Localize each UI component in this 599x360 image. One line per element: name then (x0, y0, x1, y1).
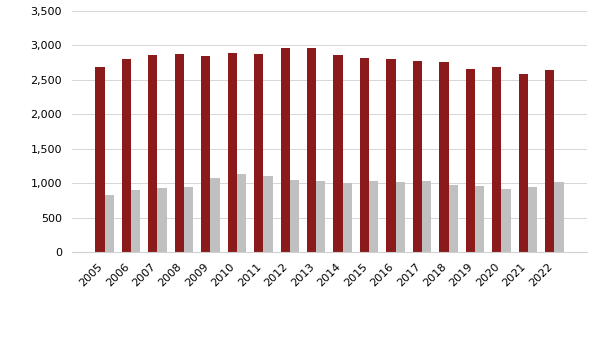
Bar (465, 69, 475, 252)
Bar (184, 186, 193, 252)
Bar (290, 180, 299, 252)
Bar (475, 186, 484, 252)
Legend: Undergraduates, Graduate students: Undergraduates, Graduate students (200, 359, 459, 360)
Bar (449, 185, 458, 252)
Bar (228, 53, 237, 252)
Bar (280, 48, 290, 252)
Bar (554, 182, 564, 252)
Bar (237, 174, 246, 252)
Bar (360, 58, 369, 252)
Bar (316, 181, 325, 252)
Bar (528, 186, 537, 252)
Bar (122, 59, 131, 252)
Bar (95, 67, 105, 252)
Bar (413, 61, 422, 252)
Bar (422, 181, 431, 252)
Bar (386, 59, 395, 252)
Bar (519, 73, 528, 252)
Bar (175, 54, 184, 252)
Bar (395, 183, 405, 252)
Bar (343, 183, 352, 252)
Bar (307, 48, 316, 252)
Bar (158, 188, 167, 252)
Bar (131, 190, 140, 252)
Bar (201, 56, 210, 252)
Bar (439, 63, 449, 252)
Bar (264, 176, 273, 252)
Bar (334, 55, 343, 252)
Bar (148, 55, 158, 252)
Bar (254, 54, 264, 252)
Bar (210, 178, 220, 252)
Bar (501, 189, 511, 252)
Bar (492, 67, 501, 252)
Bar (369, 181, 379, 252)
Bar (545, 70, 554, 252)
Bar (105, 195, 114, 252)
